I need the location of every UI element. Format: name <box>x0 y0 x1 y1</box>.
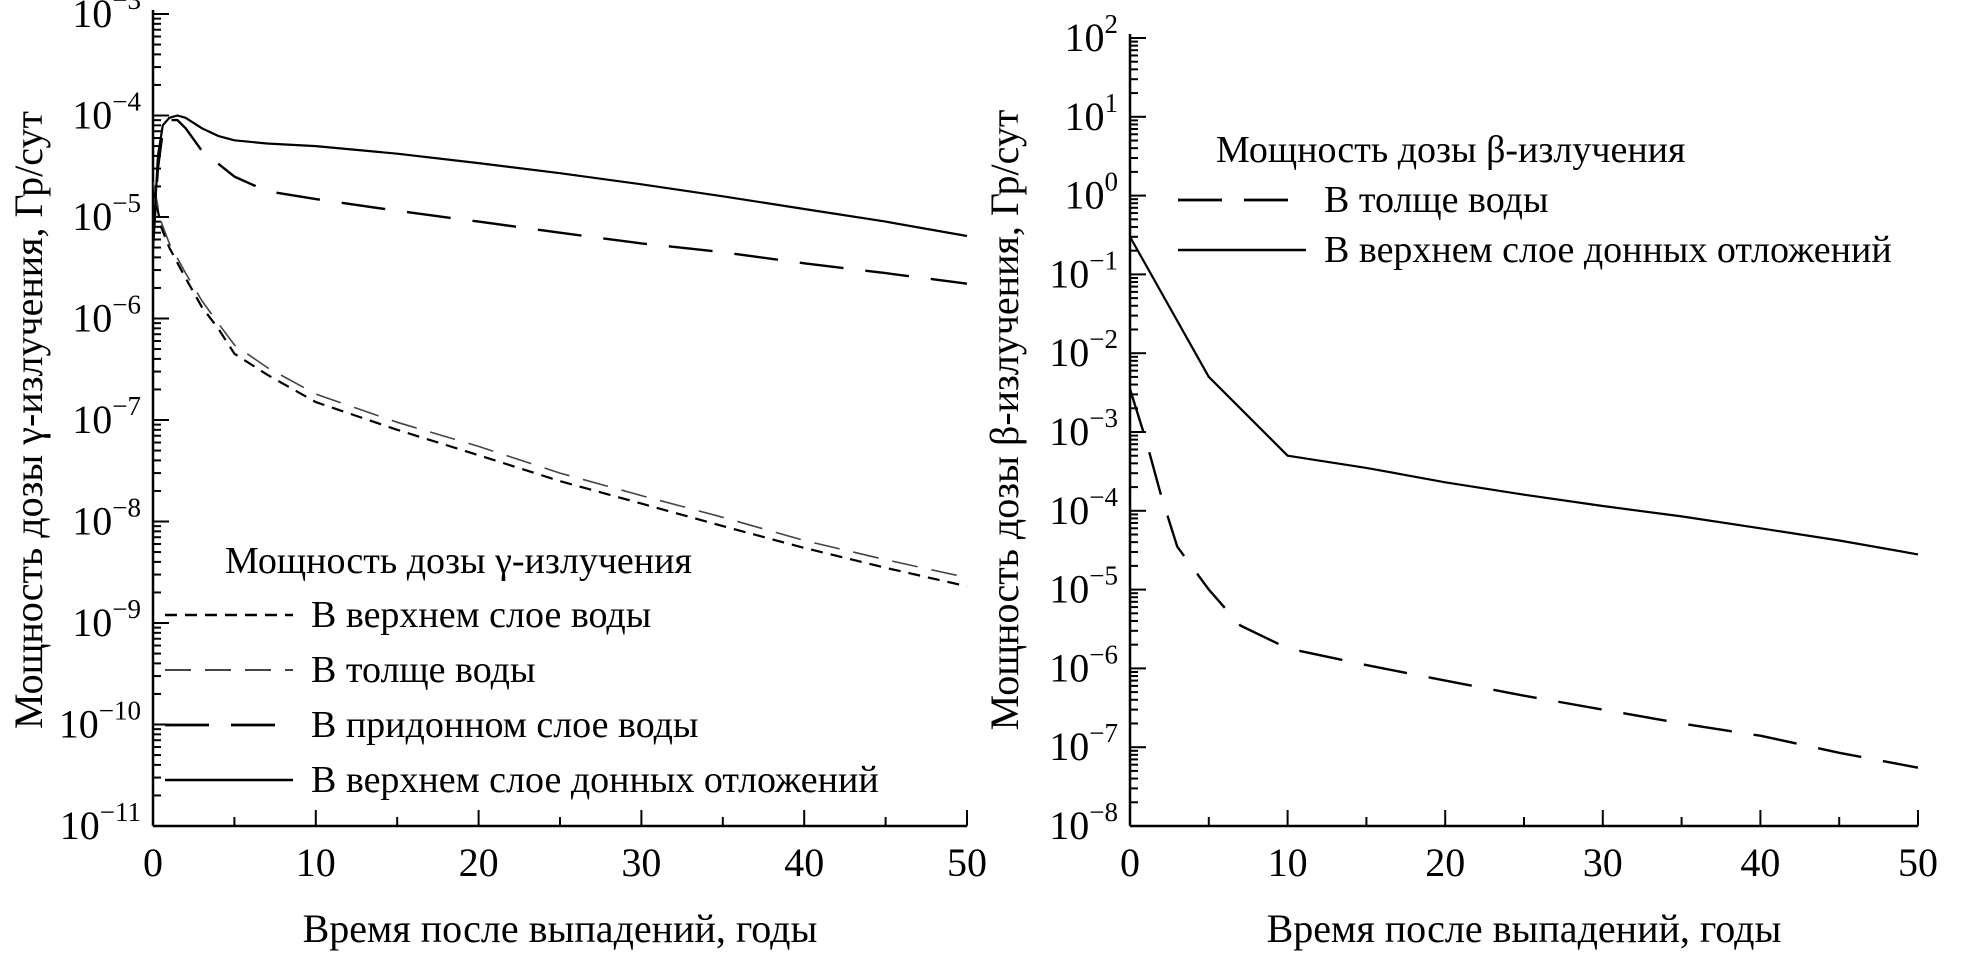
y-tick-label: 10−6 <box>1049 639 1118 690</box>
x-tick-label: 40 <box>784 840 824 885</box>
y-tick-label: 10−7 <box>72 391 141 442</box>
x-tick-label: 50 <box>947 840 987 885</box>
series-line-2 <box>1130 236 1919 556</box>
y-tick-label: 10−10 <box>59 696 141 747</box>
chart-panel-2: 10−810−710−610−510−410−310−210−110010110… <box>982 9 1938 951</box>
y-axis-title: Мощность дозы γ-излучения, Гр/сут <box>6 111 51 729</box>
y-tick-label: 10−3 <box>1049 403 1118 454</box>
x-tick-label: 30 <box>1583 840 1623 885</box>
legend-label-4: В верхнем слое донных отложений <box>311 759 879 801</box>
y-tick-label: 102 <box>1065 9 1119 60</box>
series-line-2 <box>153 182 968 579</box>
x-tick-label: 40 <box>1740 840 1780 885</box>
series-line-1 <box>1130 388 1919 769</box>
legend-label-2: В верхнем слое донных отложений <box>1324 229 1892 271</box>
y-tick-label: 10−1 <box>1049 245 1118 296</box>
series-line-3 <box>153 118 968 285</box>
legend-title: Мощность дозы γ-излучения <box>225 540 692 582</box>
x-tick-label: 30 <box>621 840 661 885</box>
legend-label-1: В верхнем слое воды <box>311 594 651 636</box>
legend-label-1: В толще воды <box>1324 179 1549 221</box>
x-tick-label: 0 <box>1120 840 1140 885</box>
x-tick-label: 20 <box>459 840 499 885</box>
y-axis-title: Мощность дозы β-излучения, Гр/сут <box>982 110 1027 731</box>
y-tick-label: 10−4 <box>1049 482 1118 533</box>
y-tick-label: 100 <box>1065 167 1119 218</box>
y-tick-label: 10−2 <box>1049 324 1118 375</box>
x-tick-label: 10 <box>296 840 336 885</box>
x-tick-label: 50 <box>1898 840 1938 885</box>
legend-label-2: В толще воды <box>311 649 536 691</box>
y-tick-label: 10−11 <box>60 797 141 848</box>
y-tick-label: 10−4 <box>72 87 141 138</box>
chart-panel-1: 10−11 10−10 10−9 10−8 10−7 10−6 10−5 10−4 10−3 0 1… <box>6 0 987 951</box>
y-tick-label: 101 <box>1065 88 1119 139</box>
y-tick-label: 10−9 <box>72 594 141 645</box>
y-tick-label: 10−8 <box>1049 797 1118 848</box>
y-tick-label: 10−5 <box>72 188 141 239</box>
y-tick-label: 10−3 <box>72 0 141 36</box>
y-tick-label: 10−7 <box>1049 718 1118 769</box>
y-tick-label: 10−6 <box>72 290 141 341</box>
x-axis-title: Время после выпадений, годы <box>303 906 818 951</box>
legend-label-3: В придонном слое воды <box>311 704 698 746</box>
x-tick-label: 0 <box>143 840 163 885</box>
y-tick-label: 10−8 <box>72 493 141 544</box>
series-line-1 <box>153 186 968 588</box>
x-tick-label: 20 <box>1425 840 1465 885</box>
x-tick-label: 10 <box>1268 840 1308 885</box>
legend-title: Мощность дозы β-излучения <box>1216 129 1686 171</box>
y-tick-label: 10−5 <box>1049 561 1118 612</box>
series-line-4 <box>153 114 968 248</box>
x-axis-title: Время после выпадений, годы <box>1267 906 1782 951</box>
